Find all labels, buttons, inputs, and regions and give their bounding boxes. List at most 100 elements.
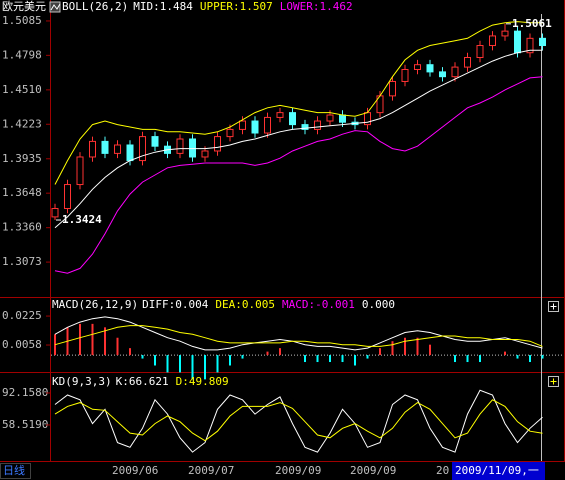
macd-bar [354,355,356,366]
candle-body [289,112,296,126]
candle-body [464,57,471,68]
macd-bar [241,355,244,359]
candle-body [89,140,96,158]
macd-line [54,316,543,351]
macd-line [54,325,543,347]
candle-body [226,128,234,138]
macd-bar [154,355,156,366]
candle-body [314,120,321,130]
button-frame [548,301,559,312]
candle-body [201,150,209,158]
candle-body [101,140,109,154]
x-date-label: 2009/09 [350,464,396,477]
macd-bar [91,323,94,356]
y-tick-label: 92.1580 [2,386,48,399]
candle-body [339,114,346,123]
macd-bar [379,348,381,356]
readout-label: DIFF: [142,298,175,311]
readout-value: 49.809 [189,375,229,388]
cursor-date-box [452,462,545,480]
y-tick-label: 1.3935 [2,152,42,165]
candle-body [151,136,159,147]
macd-bar [366,355,369,359]
y-tick-label: 1.4223 [2,117,42,130]
candle-body [514,30,521,54]
indicator-name: BOLL(26,2) [62,0,128,13]
candle-body [264,116,271,134]
macd-bar [216,355,219,373]
candle-body [251,120,259,134]
macd-bar [341,355,344,363]
panel-title: MACD(26,12,9) [52,298,138,311]
candle-body [176,138,184,154]
candle-body [126,144,134,162]
readout-label: D: [176,375,189,388]
candle-body [239,120,246,130]
candle-body [389,80,396,97]
candle-body [539,37,546,47]
candle-body [189,138,196,158]
macd-bar [279,348,281,356]
readout-value: 1.462 [319,0,352,13]
macd-bar [429,344,431,356]
candle-body [326,114,334,122]
macd-bar [466,355,469,363]
y-tick-label: 1.3073 [2,255,42,268]
readout-value: -0.001 [315,298,355,311]
candle-body [476,45,484,59]
macd-bar [516,355,519,359]
cursor-date: 2009/11/09,一 [455,464,539,477]
macd-bar [116,337,119,356]
button-frame [548,376,559,387]
period-tab[interactable] [0,463,31,479]
candle-body [401,68,409,82]
macd-bar [204,355,206,380]
expand-button[interactable] [548,301,559,312]
indicator-icon-glyph [50,3,61,11]
candle-body [501,30,509,37]
candle-body [426,64,434,73]
y-tick-label: 1.4798 [2,48,42,61]
candle-body [451,66,459,78]
expand-button[interactable] [548,376,559,387]
candle-body [214,136,221,152]
kd-line [54,389,543,453]
macd-bar [129,348,131,356]
macd-bar [79,323,81,356]
x-date-label: 2009/09 [275,464,321,477]
y-tick-label: 58.5190 [2,418,48,431]
y-tick-label: 1.4510 [2,83,42,96]
macd-bar [504,351,506,356]
macd-bar [141,355,144,359]
readout-value: 1.507 [240,0,273,13]
readout-label: UPPER: [200,0,240,13]
macd-bar [404,337,406,356]
boll-line [54,49,543,229]
macd-bar [454,355,456,363]
candle-body [301,124,309,130]
readout-label: DEA: [215,298,242,311]
y-tick-label: 1.3360 [2,221,42,234]
macd-bar [541,355,544,359]
readout-label: MACD: [282,298,315,311]
y-tick-label: 1.3648 [2,186,42,199]
candle-body [414,64,421,70]
boll-line [54,21,543,185]
plus-icon [550,378,557,385]
x-date-label: 2009/07 [188,464,234,477]
readout-value: 1.484 [160,0,193,13]
candle-body [276,112,284,118]
macd-bar [179,355,181,373]
macd-bar [191,355,194,380]
macd-bar [229,355,231,366]
candle-body [76,156,84,186]
period-label: 日线 [3,463,25,477]
extreme-label: 1.5061 [512,17,552,30]
candle-body [439,71,446,78]
candle-body [489,35,496,47]
extreme-label: 1.3424 [62,213,102,226]
macd-bar [329,355,331,363]
macd-bar [479,355,481,363]
macd-bar [529,355,531,363]
